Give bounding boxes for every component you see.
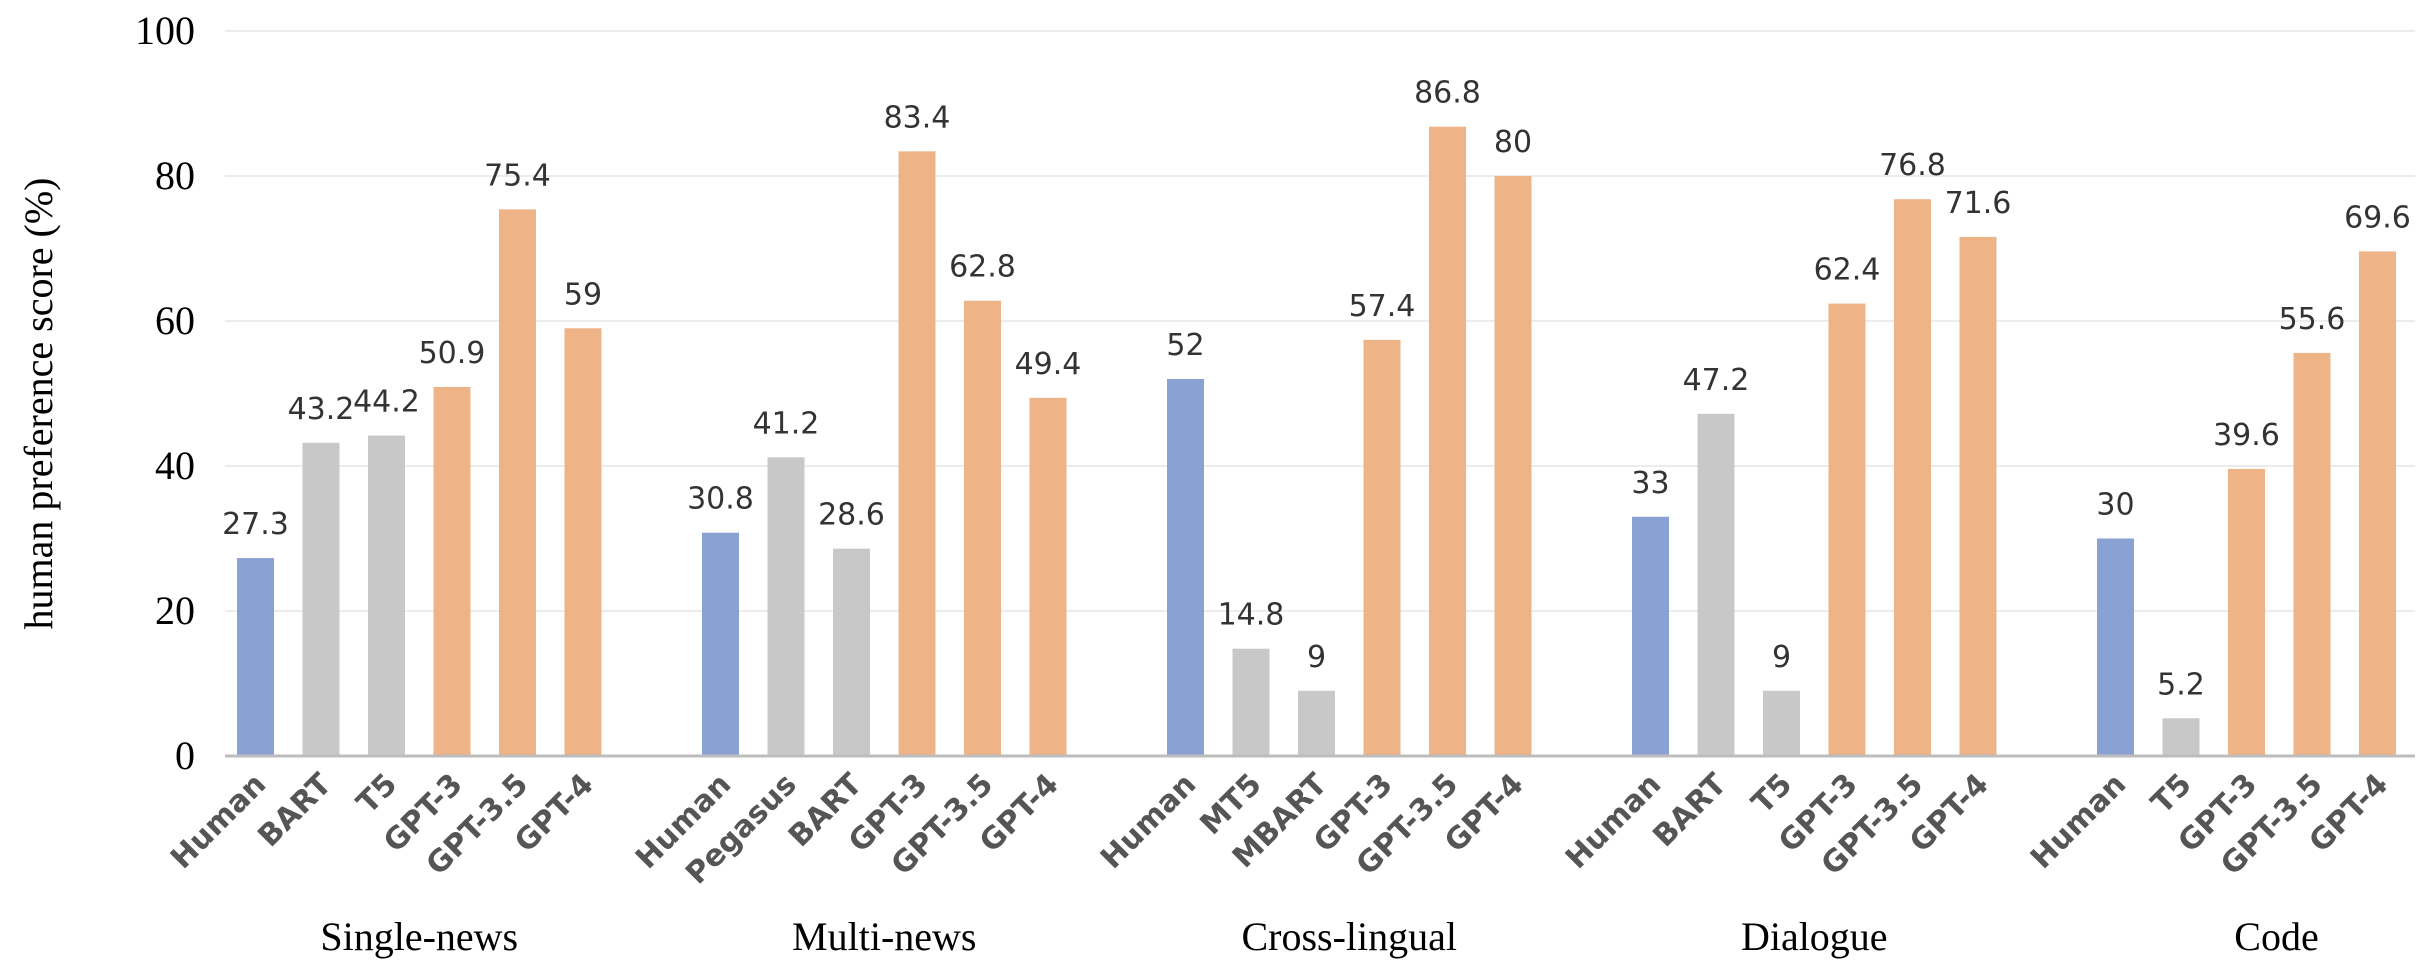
bar-code-t5 (2162, 718, 2200, 756)
data-label: 59 (564, 277, 602, 312)
x-tick-label: T5 (1745, 767, 1799, 821)
bar-cross-lingual-gpt-4 (1494, 176, 1532, 756)
bar-single-news-bart (302, 442, 340, 756)
bar-multi-news-gpt-3 (898, 151, 936, 757)
x-tick-label: T5 (2145, 767, 2199, 821)
bars (237, 126, 2396, 757)
y-tick-label: 60 (155, 298, 195, 343)
bar-cross-lingual-gpt-3-5 (1429, 126, 1466, 756)
bar-dialogue-gpt-3-5 (1894, 199, 1931, 756)
x-tick-label: BART (1646, 767, 1734, 855)
group-label: Single-news (320, 914, 518, 959)
x-tick-label: Human (2024, 767, 2133, 876)
bar-code-gpt-4 (2359, 251, 2396, 756)
bar-cross-lingual-mbart (1298, 690, 1335, 756)
gridlines (225, 30, 2415, 612)
x-tick-label: Human (164, 767, 273, 876)
data-label: 43.2 (288, 392, 355, 427)
x-tick-label: BART (251, 767, 339, 855)
data-label: 5.2 (2157, 667, 2205, 702)
data-label: 33 (1631, 466, 1669, 501)
data-label: 9 (1307, 640, 1326, 675)
data-label: 69.6 (2344, 200, 2411, 235)
bar-code-human (2097, 538, 2134, 756)
bar-dialogue-t5 (1763, 690, 1800, 756)
bar-cross-lingual-human (1167, 379, 1204, 756)
data-label: 47.2 (1683, 363, 1750, 398)
bar-multi-news-gpt-4 (1029, 397, 1067, 756)
bar-single-news-gpt-3 (433, 386, 471, 756)
bar-code-gpt-3 (2228, 468, 2265, 756)
data-label: 49.4 (1015, 347, 1082, 382)
data-label: 28.6 (818, 498, 885, 533)
data-label: 52 (1166, 328, 1204, 363)
data-label: 76.8 (1879, 148, 1946, 183)
group-label: Cross-lingual (1241, 914, 1457, 959)
bar-single-news-gpt-4 (564, 328, 602, 756)
data-label: 62.8 (949, 250, 1016, 285)
data-labels: 27.3 43.244.2 50.9 75.4 59 30.8 41.2 28.6 83.4 62… (222, 76, 2411, 703)
data-label: 44.2 (353, 385, 420, 420)
y-tick-label: 0 (175, 733, 195, 778)
bar-multi-news-human (702, 532, 739, 756)
bar-single-news-gpt-3-5 (499, 209, 536, 757)
data-label: 9 (1772, 640, 1791, 675)
bar-single-news-t5 (368, 435, 405, 756)
y-tick-label: 20 (155, 588, 195, 633)
bar-dialogue-bart (1697, 413, 1735, 756)
y-axis-label: human preference score (%) (16, 178, 61, 630)
data-label: 50.9 (419, 336, 486, 371)
data-label: 71.6 (1945, 186, 2012, 221)
bar-single-news-human (237, 558, 274, 756)
data-label: 30.8 (687, 482, 754, 517)
data-label: 75.4 (484, 158, 551, 193)
data-label: 55.6 (2279, 302, 2346, 337)
bar-code-gpt-3-5 (2293, 352, 2331, 756)
bar-multi-news-bart (833, 548, 870, 756)
bar-multi-news-gpt-3-5 (964, 300, 1001, 756)
data-label: 80 (1494, 125, 1532, 160)
bar-dialogue-human (1632, 516, 1669, 756)
x-tick-label: Human (1559, 767, 1668, 876)
y-tick-label: 80 (155, 153, 195, 198)
data-label: 57.4 (1349, 289, 1416, 324)
data-label: 30 (2096, 488, 2134, 523)
bar-multi-news-pegasus (767, 457, 805, 756)
data-label: 86.8 (1414, 76, 1481, 111)
y-tick-label: 100 (135, 8, 195, 53)
group-label: Dialogue (1741, 914, 1888, 959)
data-label: 62.4 (1814, 253, 1881, 288)
x-tick-label: T5 (350, 767, 404, 821)
data-label: 14.8 (1218, 598, 1285, 633)
bar-cross-lingual-mt5 (1232, 648, 1270, 756)
group-label: Code (2234, 914, 2318, 959)
data-label: 39.6 (2213, 418, 2280, 453)
data-label: 83.4 (884, 100, 951, 135)
y-tick-label: 40 (155, 443, 195, 488)
group-label: Multi-news (792, 914, 976, 959)
data-label: 41.2 (753, 406, 820, 441)
bar-cross-lingual-gpt-3 (1363, 339, 1401, 756)
bar-dialogue-gpt-3 (1828, 303, 1866, 756)
data-label: 27.3 (222, 507, 289, 542)
x-tick-label: Human (1094, 767, 1203, 876)
bar-dialogue-gpt-4 (1959, 236, 1997, 756)
